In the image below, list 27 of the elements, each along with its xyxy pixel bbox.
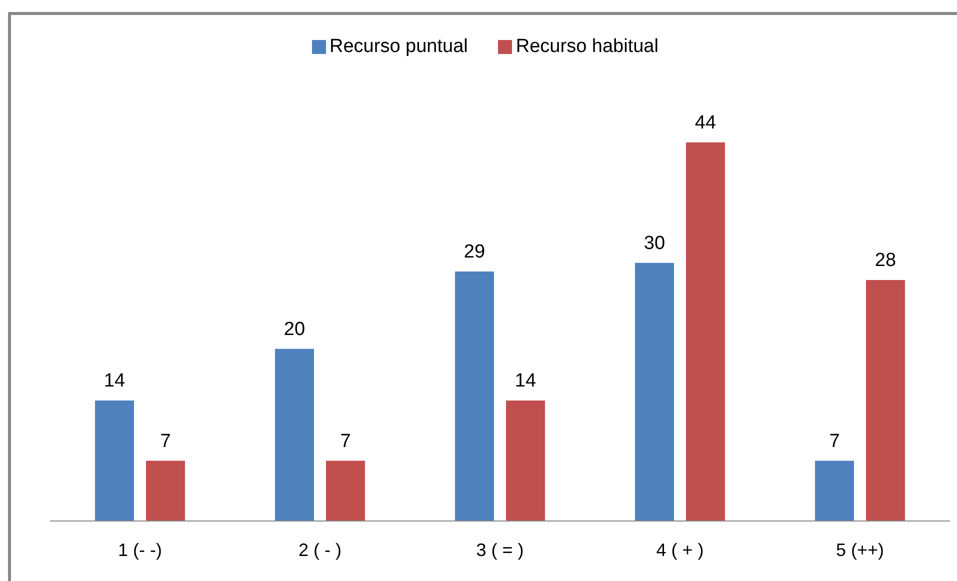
bar xyxy=(866,280,905,521)
data-label: 14 xyxy=(104,370,126,392)
data-label: 28 xyxy=(874,250,896,272)
bar xyxy=(95,400,134,521)
legend-label: Recurso puntual xyxy=(330,36,468,57)
data-label: 14 xyxy=(514,370,536,392)
data-label: 7 xyxy=(829,430,840,452)
bar xyxy=(506,400,545,521)
x-tick-label: 3 ( = ) xyxy=(476,540,524,560)
data-label: 20 xyxy=(284,318,306,340)
x-tick-label: 1 (- -) xyxy=(118,540,162,560)
bar xyxy=(815,460,854,521)
bar xyxy=(455,271,494,521)
data-label: 7 xyxy=(340,430,351,452)
x-tick-label: 5 (++) xyxy=(836,540,884,560)
x-tick-label: 4 ( + ) xyxy=(656,540,704,560)
bar xyxy=(146,460,185,521)
data-label: 29 xyxy=(464,241,486,262)
data-label: 7 xyxy=(160,430,171,452)
bar xyxy=(275,348,314,521)
x-tick-label: 2 ( - ) xyxy=(298,540,342,560)
bar xyxy=(326,460,365,521)
bar xyxy=(635,262,674,521)
legend-label: Recurso habitual xyxy=(516,36,658,57)
bar xyxy=(686,142,725,521)
data-label: 44 xyxy=(694,112,716,134)
data-label: 30 xyxy=(644,232,666,254)
